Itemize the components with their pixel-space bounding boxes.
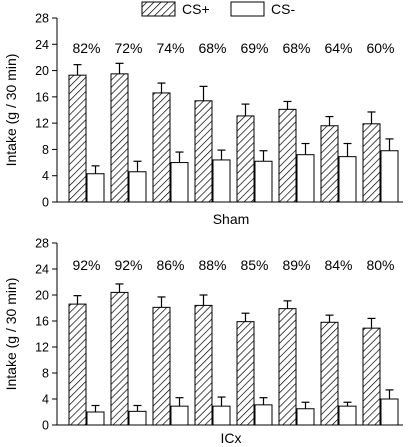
bar-cs-minus [254,160,273,203]
legend-label-cs-minus: CS- [271,1,295,17]
bar-cs-plus [194,100,213,203]
y-tick-label: 16 [35,315,49,329]
y-tick-label: 20 [35,64,49,78]
bar-cs-minus [338,405,357,426]
bar-cs-plus [236,115,255,203]
bar-cs-minus [212,405,231,426]
percent-annotation: 68% [198,40,226,56]
y-tick-label: 8 [42,367,49,381]
percent-annotation: 92% [114,257,142,273]
bar-cs-plus [110,73,129,203]
percent-annotation: 69% [240,40,268,56]
bar-cs-plus [362,327,381,426]
legend-swatch-cs-minus [230,1,265,17]
bar-cs-plus [278,308,297,426]
bar-cs-minus [128,171,147,203]
legend: CS+ CS- [141,1,295,17]
y-tick-label: 20 [35,289,49,303]
percent-annotation: 86% [156,257,184,273]
bar-cs-minus [380,150,399,203]
bar-cs-plus [320,321,339,426]
y-tick-label: 0 [42,419,49,433]
y-tick-label: 28 [35,12,49,26]
bar-cs-plus [194,304,213,426]
bar-cs-minus [170,162,189,203]
bar-cs-plus [68,303,87,426]
y-tick-label: 16 [35,90,49,104]
y-tick-label: 12 [35,341,49,355]
percent-annotation: 89% [282,257,310,273]
bar-cs-minus [128,410,147,426]
bar-cs-plus [236,321,255,426]
percent-annotation: 80% [366,257,394,273]
percent-annotation: 88% [198,257,226,273]
y-tick-label: 4 [42,393,49,407]
y-axis-label: Intake (g / 30 min) [3,278,19,391]
bar-cs-minus [296,154,315,203]
legend-label-cs-plus: CS+ [182,1,210,17]
percent-annotation: 92% [72,257,100,273]
y-axis-label: Intake (g / 30 min) [3,54,19,167]
bar-cs-plus [152,306,171,426]
percent-annotation: 60% [366,40,394,56]
chart-panel-sham: 0 4 8 12 16 20 24 28 Intake (g / 30 min) Sham 82% 7… [3,12,403,227]
percent-annotation: 82% [72,40,100,56]
y-tick-label: 24 [35,38,49,52]
x-axis-label: ICx [221,430,242,446]
y-tick-label: 4 [42,169,49,183]
bar-cs-plus [110,291,129,426]
bar-cs-minus [86,411,105,426]
bar-cs-plus [320,125,339,203]
bar-cs-minus [170,405,189,426]
y-tick-label: 12 [35,117,49,131]
chart-panel-icx: 0 4 8 12 16 20 24 28 Intake (g / 30 min) ICx 92% 92… [3,237,403,446]
bar-cs-minus [254,404,273,426]
percent-annotation: 64% [324,40,352,56]
bar-cs-plus [152,92,171,203]
y-tick-label: 24 [35,263,49,277]
bar-cs-plus [278,108,297,203]
bar-cs-minus [212,159,231,203]
bar-cs-plus [362,123,381,203]
bar-cs-minus [380,398,399,426]
percent-annotation: 84% [324,257,352,273]
bar-cs-minus [86,173,105,203]
y-tick-label: 0 [42,196,49,210]
y-tick-label: 8 [42,143,49,157]
y-tick-label: 28 [35,237,49,251]
bar-cs-plus [68,74,87,203]
percent-annotation: 68% [282,40,310,56]
x-axis-label: Sham [213,211,250,227]
legend-swatch-cs-plus [141,1,176,17]
percent-annotation: 85% [240,257,268,273]
bar-cs-minus [338,156,357,203]
percent-annotation: 72% [114,40,142,56]
bar-cs-minus [296,408,315,426]
percent-annotation: 74% [156,40,184,56]
